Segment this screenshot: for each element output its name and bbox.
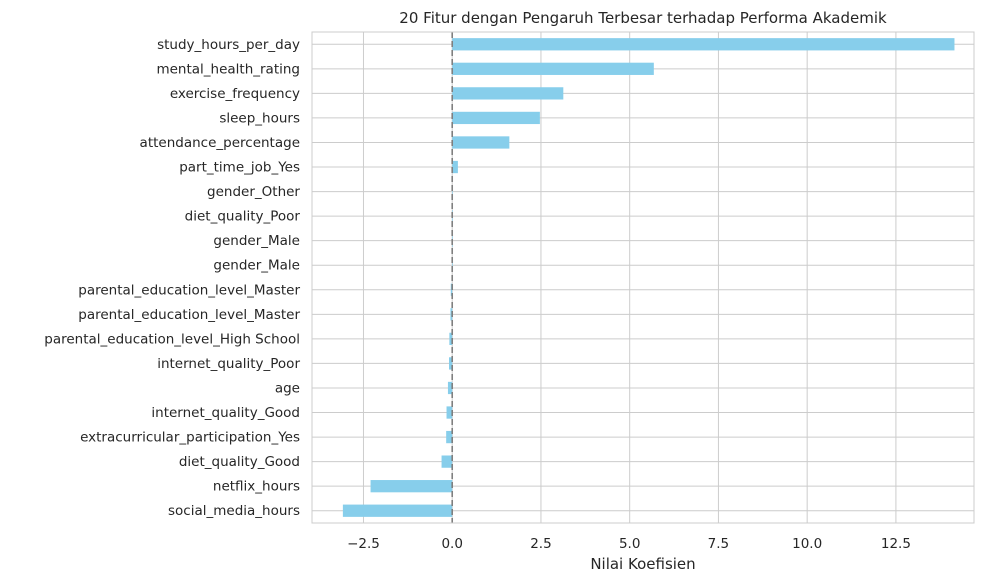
x-tick-label: 0.0 <box>441 536 462 552</box>
y-tick-label: part_time_job_Yes <box>179 160 300 176</box>
y-tick-label: sleep_hours <box>219 110 300 126</box>
bars <box>342 38 955 517</box>
grid <box>312 32 974 523</box>
x-tick-labels: −2.5 0.0 2.5 5.0 7.5 10.0 12.5 <box>347 536 911 552</box>
y-tick-label: attendance_percentage <box>140 135 300 151</box>
x-tick-label: 12.5 <box>881 536 911 552</box>
y-tick-label: diet_quality_Poor <box>185 209 301 225</box>
y-tick-label: gender_Male <box>213 233 300 249</box>
bar <box>441 455 453 468</box>
x-axis-label: Nilai Koefisien <box>590 555 695 573</box>
bar <box>449 357 453 370</box>
y-tick-label: parental_education_level_Master <box>78 282 300 298</box>
x-tick-label: 10.0 <box>792 536 822 552</box>
x-tick-label: 2.5 <box>530 536 551 552</box>
y-tick-label: internet_quality_Good <box>151 405 300 421</box>
bar <box>446 406 453 419</box>
bar <box>452 185 453 198</box>
y-tick-label: gender_Other <box>207 184 300 200</box>
bar <box>452 259 453 272</box>
y-tick-labels: study_hours_per_day mental_health_ratinge… <box>44 37 300 519</box>
y-tick-label: diet_quality_Good <box>179 454 300 470</box>
bar <box>452 160 458 174</box>
bar <box>370 480 453 493</box>
y-tick-label: parental_education_level_Master <box>78 307 300 323</box>
y-tick-label: extracurricular_participation_Yes <box>80 430 300 446</box>
x-tick-label: 5.0 <box>619 536 640 552</box>
bar <box>449 332 453 346</box>
bar <box>452 136 510 149</box>
bar <box>446 430 453 444</box>
y-tick-label: parental_education_level_High School <box>44 331 300 347</box>
y-tick-label: exercise_frequency <box>170 86 300 102</box>
bar <box>450 308 453 321</box>
y-tick-label: netflix_hours <box>213 479 300 495</box>
bar <box>452 38 955 51</box>
x-tick-label: 7.5 <box>708 536 729 552</box>
bar <box>452 62 654 75</box>
bar <box>452 111 540 125</box>
y-tick-label: internet_quality_Poor <box>157 356 300 372</box>
x-tick-label: −2.5 <box>347 536 380 552</box>
y-tick-label: social_media_hours <box>168 503 300 519</box>
y-tick-label: age <box>275 380 300 396</box>
y-tick-label: gender_Male <box>213 258 300 274</box>
bar <box>342 504 453 517</box>
bar <box>452 87 564 100</box>
y-tick-label: study_hours_per_day <box>157 37 300 53</box>
y-tick-label: mental_health_rating <box>156 61 300 77</box>
bar <box>447 381 453 395</box>
plot-frame <box>311 31 975 524</box>
chart-title: 20 Fitur dengan Pengaruh Terbesar terhad… <box>399 9 887 27</box>
